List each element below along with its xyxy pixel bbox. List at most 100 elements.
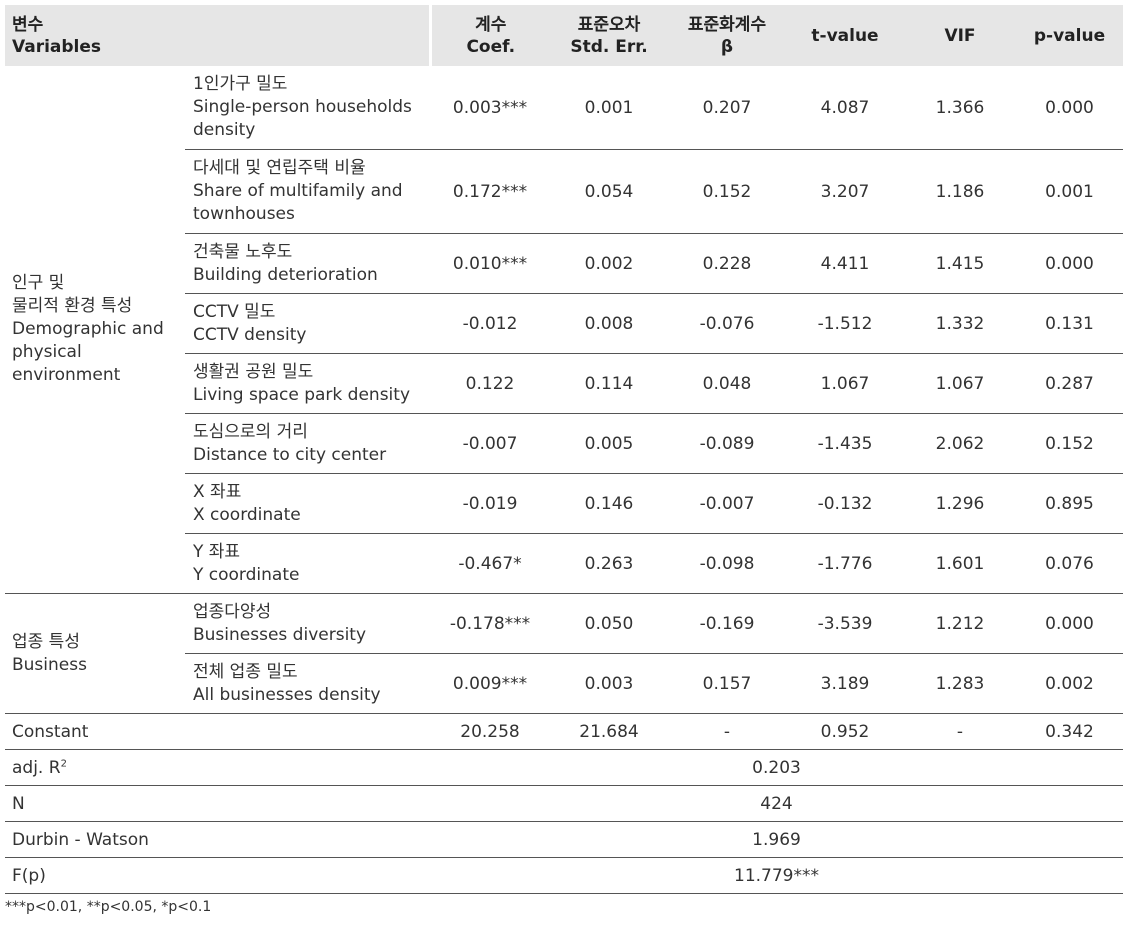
variable-en: All businesses density bbox=[193, 684, 381, 705]
constant-row: Constant 20.258 21.684 - 0.952 - 0.342 bbox=[5, 713, 1123, 750]
coef-cell: 0.122 bbox=[430, 353, 550, 414]
header-coef-en: Coef. bbox=[466, 36, 516, 57]
table-row: 건축물 노후도 Building deterioration 0.010*** … bbox=[5, 233, 1123, 294]
coef-cell: 0.009*** bbox=[430, 653, 550, 714]
coef-cell: -0.178*** bbox=[430, 593, 550, 654]
vif-cell: 1.067 bbox=[904, 353, 1016, 414]
beta-cell: - bbox=[668, 713, 786, 750]
variable-ko: Y 좌표 bbox=[193, 541, 241, 562]
variable-cell: 다세대 및 연립주택 비율 Share of multifamily and t… bbox=[185, 149, 430, 234]
t-cell: 3.189 bbox=[786, 653, 904, 714]
vif-cell: 1.212 bbox=[904, 593, 1016, 654]
header-p-value: p-value bbox=[1016, 5, 1123, 66]
table-row: X 좌표 X coordinate -0.019 0.146 -0.007 -0… bbox=[5, 473, 1123, 534]
table-row: 업종 특성 Business 업종다양성 Businesses diversit… bbox=[5, 593, 1123, 714]
variable-cell: 도심으로의 거리 Distance to city center bbox=[185, 413, 430, 474]
coef-cell: 0.172*** bbox=[430, 149, 550, 234]
t-cell: 1.067 bbox=[786, 353, 904, 414]
header-row: 변수 Variables 계수 Coef. 표준오차 Std. Err. 표준화… bbox=[5, 5, 1123, 66]
vif-cell: 1.296 bbox=[904, 473, 1016, 534]
se-cell: 0.008 bbox=[550, 293, 668, 354]
group-label-business: 업종 특성 Business bbox=[5, 593, 185, 714]
beta-cell: 0.228 bbox=[668, 233, 786, 294]
table-row: CCTV 밀도 CCTV density -0.012 0.008 -0.076… bbox=[5, 293, 1123, 354]
header-se-ko: 표준오차 bbox=[577, 14, 641, 35]
p-cell: 0.131 bbox=[1016, 293, 1123, 354]
header-beta-en: β bbox=[720, 36, 734, 57]
variable-ko: 생활권 공원 밀도 bbox=[193, 361, 314, 382]
significance-note: ***p<0.01, **p<0.05, *p<0.1 bbox=[5, 899, 212, 915]
table-row: 전체 업종 밀도 All businesses density 0.009***… bbox=[5, 653, 1123, 714]
coef-cell: -0.467* bbox=[430, 533, 550, 594]
regression-table: 변수 Variables 계수 Coef. 표준오차 Std. Err. 표준화… bbox=[5, 5, 1123, 894]
variable-cell: 1인가구 밀도 Single-person households density bbox=[185, 66, 430, 150]
se-cell: 0.263 bbox=[550, 533, 668, 594]
beta-cell: -0.007 bbox=[668, 473, 786, 534]
variable-en: Single-person households bbox=[193, 97, 412, 117]
beta-cell: -0.089 bbox=[668, 413, 786, 474]
variable-cell: Y 좌표 Y coordinate bbox=[185, 533, 430, 594]
variable-cell: X 좌표 X coordinate bbox=[185, 473, 430, 534]
se-cell: 0.114 bbox=[550, 353, 668, 414]
variable-ko: 전체 업종 밀도 bbox=[193, 661, 298, 682]
p-cell: 0.152 bbox=[1016, 413, 1123, 474]
group-line: physical bbox=[12, 342, 82, 362]
f-label: F(p) bbox=[5, 857, 430, 894]
beta-cell: -0.076 bbox=[668, 293, 786, 354]
adj-r2-superscript: 2 bbox=[60, 757, 67, 769]
vif-cell: 1.332 bbox=[904, 293, 1016, 354]
f-row: F(p) 11.779*** bbox=[5, 857, 1123, 894]
variable-ko: 건축물 노후도 bbox=[193, 241, 293, 262]
group-line: 업종 특성 bbox=[12, 631, 80, 652]
vif-cell: 1.366 bbox=[904, 66, 1016, 150]
se-cell: 0.002 bbox=[550, 233, 668, 294]
variable-en: CCTV density bbox=[193, 324, 307, 345]
coef-cell: 0.003*** bbox=[430, 66, 550, 150]
t-cell: -1.776 bbox=[786, 533, 904, 594]
t-cell: -3.539 bbox=[786, 593, 904, 654]
adj-r2-value: 0.203 bbox=[430, 749, 1123, 786]
header-vif: VIF bbox=[904, 5, 1016, 66]
group-line: 인구 및 bbox=[12, 273, 65, 293]
header-se-en: Std. Err. bbox=[570, 36, 648, 57]
variable-ko: 다세대 및 연립주택 비율 bbox=[193, 158, 366, 178]
adj-r2-label-text: adj. R bbox=[12, 757, 61, 778]
header-std-err: 표준오차 Std. Err. bbox=[550, 5, 668, 66]
variable-en: Distance to city center bbox=[193, 444, 387, 465]
variable-en: townhouses bbox=[193, 204, 295, 224]
variable-cell: 전체 업종 밀도 All businesses density bbox=[185, 653, 430, 714]
variable-en: density bbox=[193, 120, 256, 140]
t-cell: 4.087 bbox=[786, 66, 904, 150]
beta-cell: -0.098 bbox=[668, 533, 786, 594]
variable-ko: 1인가구 밀도 bbox=[193, 74, 288, 94]
variable-en: Share of multifamily and bbox=[193, 181, 403, 201]
n-label: N bbox=[5, 785, 430, 822]
t-cell: -0.132 bbox=[786, 473, 904, 534]
beta-cell: 0.207 bbox=[668, 66, 786, 150]
header-coef-ko: 계수 bbox=[475, 14, 507, 35]
vif-cell: - bbox=[904, 713, 1016, 750]
vif-cell: 1.186 bbox=[904, 149, 1016, 234]
header-beta-ko: 표준화계수 bbox=[687, 14, 767, 35]
variable-cell: 건축물 노후도 Building deterioration bbox=[185, 233, 430, 294]
header-t-value: t-value bbox=[786, 5, 904, 66]
se-cell: 0.003 bbox=[550, 653, 668, 714]
p-cell: 0.076 bbox=[1016, 533, 1123, 594]
p-cell: 0.895 bbox=[1016, 473, 1123, 534]
beta-cell: 0.048 bbox=[668, 353, 786, 414]
variable-ko: 업종다양성 bbox=[193, 601, 272, 622]
se-cell: 21.684 bbox=[550, 713, 668, 750]
header-variables-ko: 변수 bbox=[12, 14, 44, 35]
beta-cell: 0.152 bbox=[668, 149, 786, 234]
group-line: environment bbox=[12, 365, 121, 385]
group-line: Demographic and bbox=[12, 319, 164, 339]
variable-cell: CCTV 밀도 CCTV density bbox=[185, 293, 430, 354]
variable-en: Y coordinate bbox=[193, 564, 300, 585]
header-variables: 변수 Variables bbox=[5, 5, 432, 66]
durbin-watson-row: Durbin - Watson 1.969 bbox=[5, 821, 1123, 858]
adj-r2-label: adj. R2 bbox=[5, 749, 430, 786]
p-cell: 0.002 bbox=[1016, 653, 1123, 714]
n-row: N 424 bbox=[5, 785, 1123, 822]
group-label-demographic: 인구 및 물리적 환경 특성 Demographic and physical … bbox=[5, 66, 185, 594]
